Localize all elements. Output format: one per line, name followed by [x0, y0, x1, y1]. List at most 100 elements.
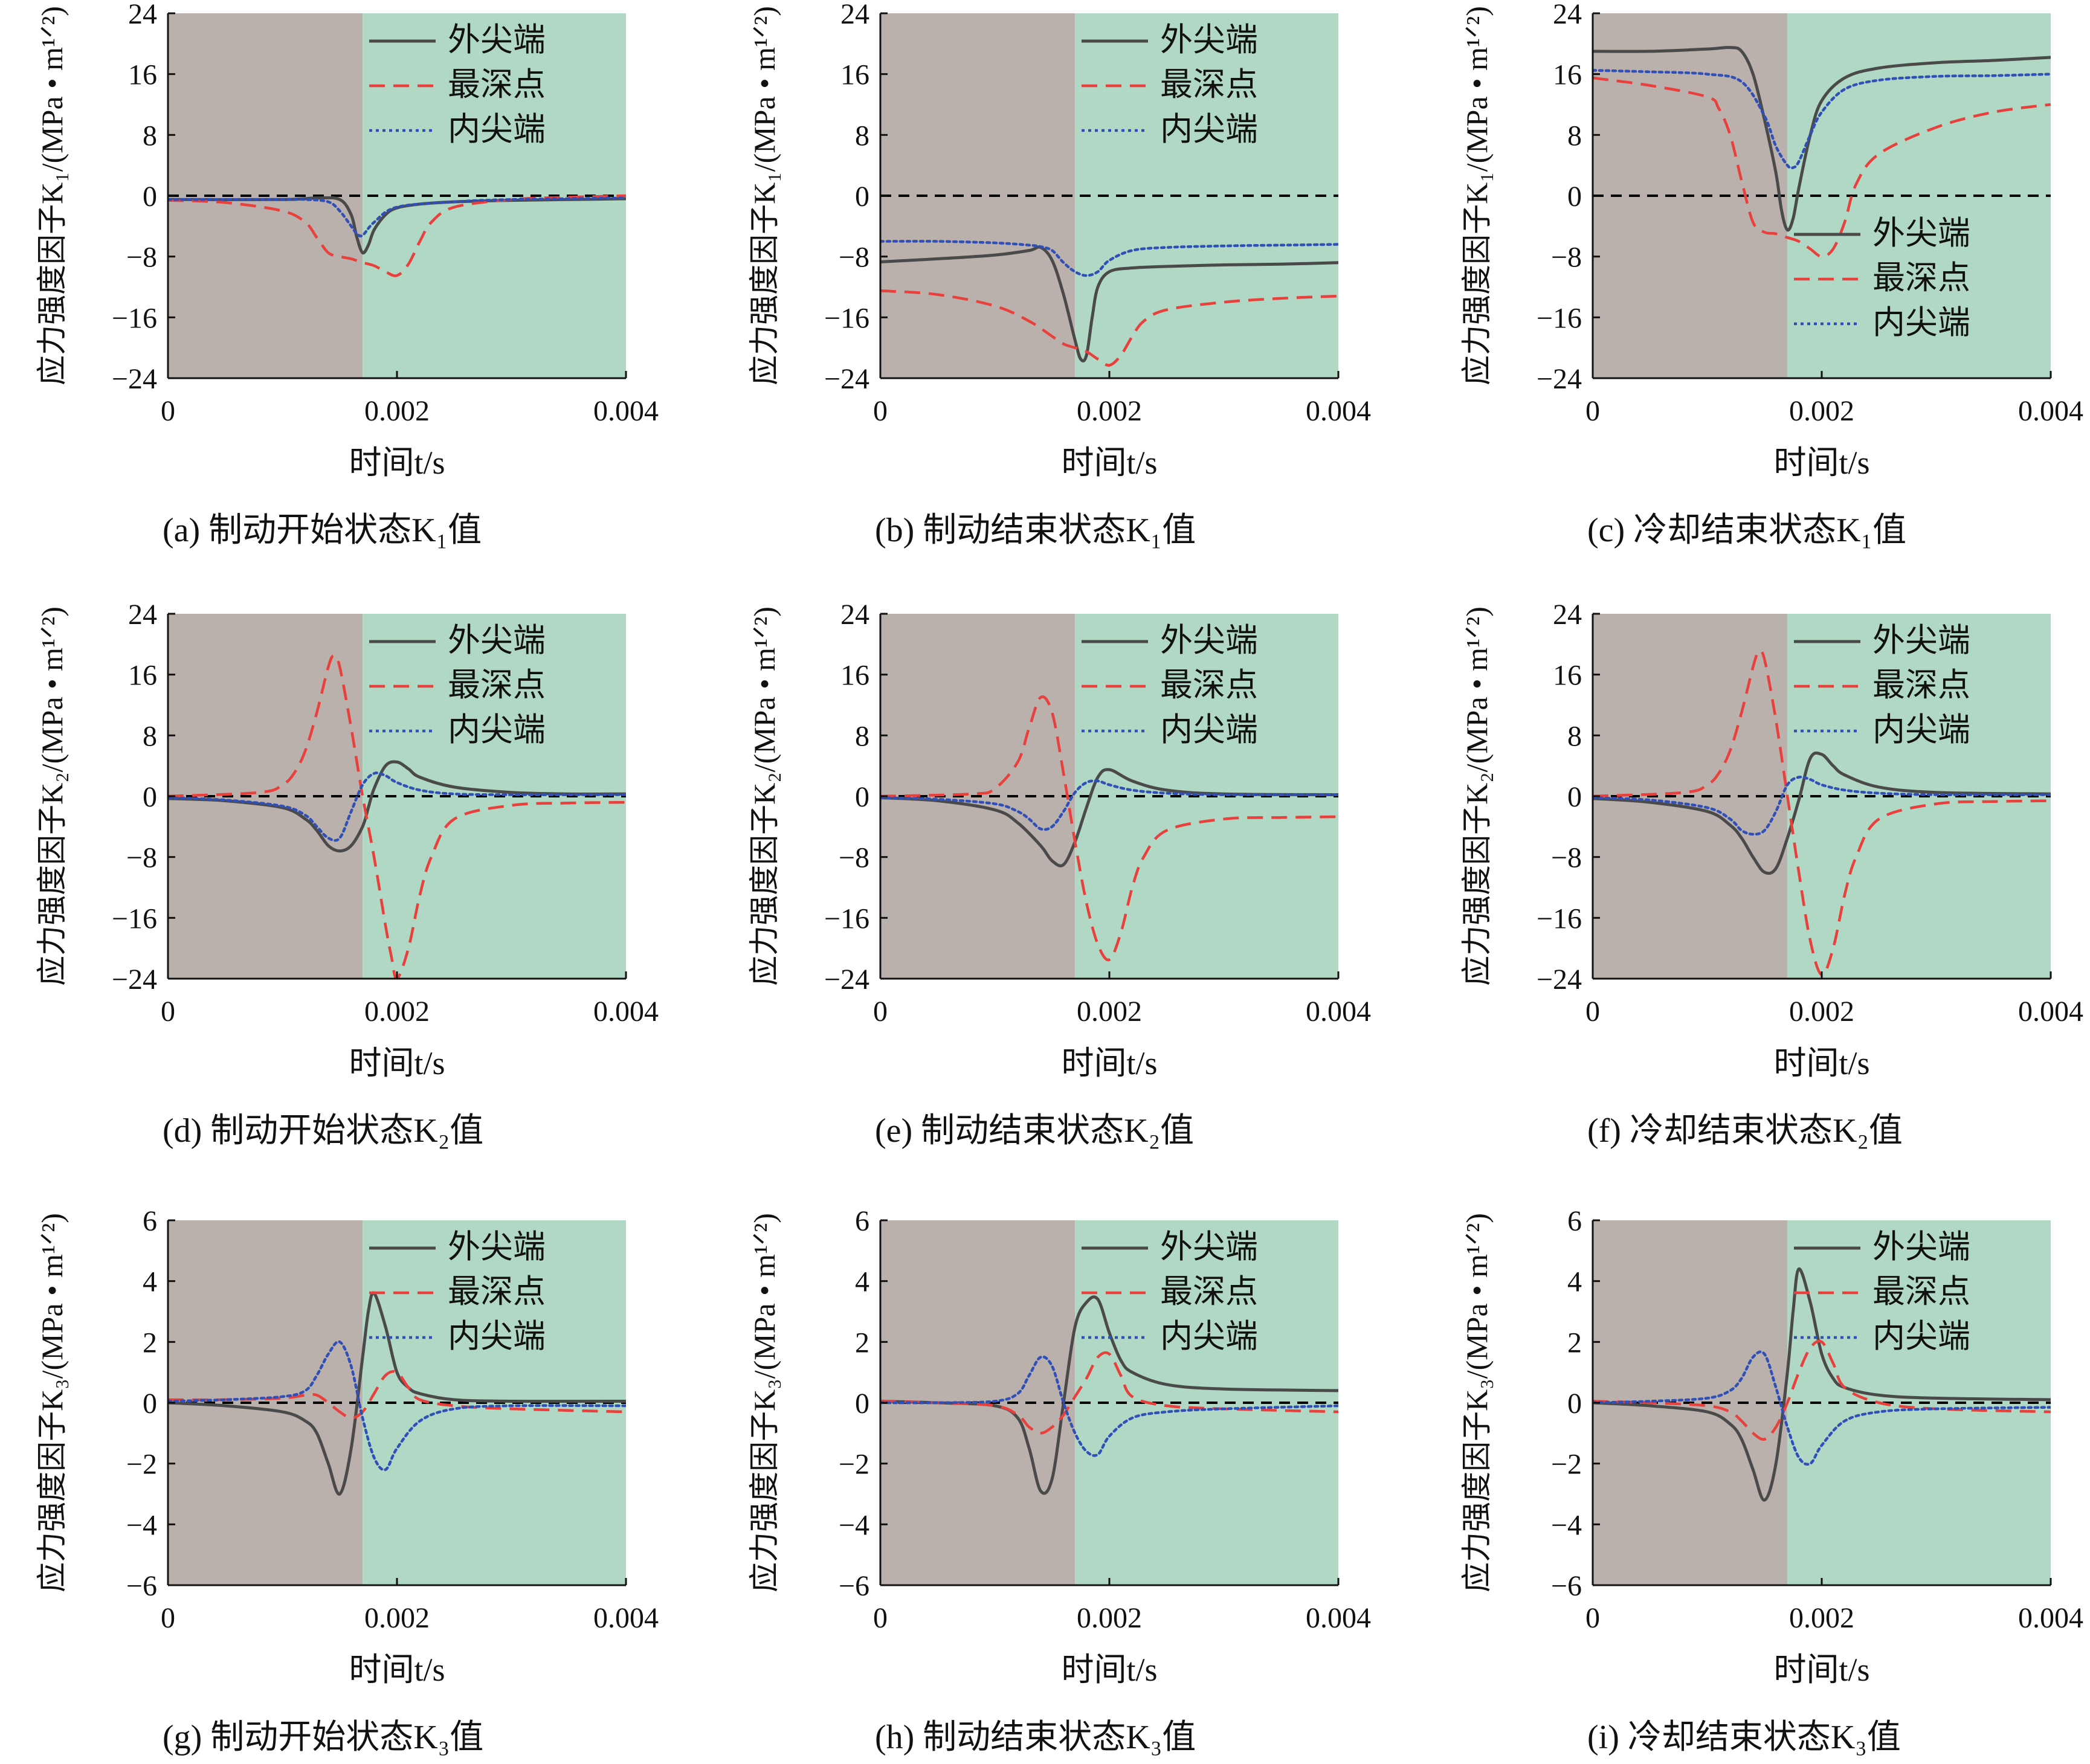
x-axis-label: 时间t/s: [349, 445, 445, 481]
subfigure-caption: (b) 制动结束状态K₁值: [875, 512, 1196, 549]
x-tick-label: 0.002: [1077, 395, 1142, 427]
legend-label: 最深点: [448, 66, 546, 103]
y-tick-label: −24: [112, 363, 157, 395]
y-tick-label: 2: [855, 1327, 869, 1359]
legend-label: 外尖端: [448, 622, 546, 658]
x-tick-label: 0.004: [593, 395, 659, 427]
x-tick-label: 0.002: [1077, 1602, 1142, 1634]
series-line-0: [168, 1291, 626, 1496]
y-tick-label: −4: [126, 1509, 157, 1541]
series-line-2: [1593, 1350, 2051, 1466]
x-tick-label: 0.002: [1789, 1602, 1854, 1634]
x-axis-label: 时间t/s: [1061, 1652, 1157, 1688]
chart-d: −24 −16 −8 0 8 16 24 0 0.002 0.004 时间t/s 应力强度因子K₂/(…: [35, 599, 659, 1150]
subfigure-caption: (h) 制动结束状态K₃值: [875, 1719, 1196, 1756]
x-tick-label: 0.004: [1306, 1602, 1371, 1634]
y-tick-label: −4: [1551, 1509, 1582, 1541]
x-tick-label: 0.004: [1306, 395, 1371, 427]
chart-b: −24 −16 −8 0 8 16 24 0 0.002 0.004 时间t/s 应力强度因子K₁/(…: [747, 0, 1371, 549]
series-line-1: [1593, 1339, 2051, 1441]
y-tick-label: 2: [1567, 1327, 1582, 1359]
chart-c: −24 −16 −8 0 8 16 24 0 0.002 0.004 时间t/s 应力强度因子K₁/(…: [1460, 0, 2083, 549]
series-line-2: [1593, 69, 2051, 170]
y-tick-label: 4: [855, 1266, 869, 1298]
y-axis-label: 应力强度因子K₁/(MPa • m¹ᐟ²): [1460, 6, 1494, 385]
subfigure-caption: (f) 冷却结束状态K₂值: [1587, 1112, 1903, 1150]
y-tick-label: 0: [855, 781, 869, 813]
y-axis-label: 应力强度因子K₁/(MPa • m¹ᐟ²): [747, 6, 781, 385]
y-tick-label: 24: [1553, 599, 1582, 631]
x-tick-label: 0.004: [593, 1602, 659, 1634]
x-tick-label: 0.002: [1789, 996, 1854, 1028]
y-tick-label: 24: [1553, 0, 1582, 30]
legend-label: 内尖端: [1872, 1318, 1970, 1354]
legend-label: 内尖端: [448, 712, 546, 748]
series-line-0: [880, 245, 1338, 362]
y-tick-label: −16: [1537, 302, 1582, 334]
y-tick-label: −8: [126, 242, 157, 274]
legend-label: 最深点: [1872, 1273, 1970, 1310]
series-line-1: [880, 1351, 1338, 1435]
y-tick-label: 16: [840, 660, 869, 692]
y-tick-label: 4: [1567, 1266, 1582, 1298]
y-tick-label: −8: [126, 842, 157, 874]
legend-label: 内尖端: [448, 1318, 546, 1354]
legend-label: 外尖端: [1160, 622, 1258, 658]
series-line-0: [1593, 45, 2051, 232]
legend-label: 外尖端: [448, 1229, 546, 1265]
y-tick-label: 16: [128, 660, 157, 692]
y-tick-label: −24: [824, 363, 869, 395]
y-axis-label: 应力强度因子K₃/(MPa • m¹ᐟ²): [35, 1213, 69, 1592]
x-axis-label: 时间t/s: [349, 1045, 445, 1081]
chart-h: −6 −4 −2 0 2 4 6 0 0.002 0.004 时间t/s 应力强度因子K₃/(MPa …: [747, 1205, 1371, 1756]
y-tick-label: −2: [126, 1449, 157, 1481]
series-line-0: [1593, 751, 2051, 875]
y-tick-label: 16: [1553, 59, 1582, 91]
x-tick-label: 0.002: [364, 996, 430, 1028]
y-tick-label: 16: [840, 59, 869, 91]
series-line-0: [1593, 1267, 2051, 1502]
legend-label: 内尖端: [1872, 304, 1970, 341]
y-tick-label: 8: [1567, 720, 1582, 752]
series-line-1: [1593, 76, 2051, 258]
y-tick-label: 8: [1567, 120, 1582, 152]
y-tick-label: 8: [855, 120, 869, 152]
y-tick-label: 6: [143, 1205, 157, 1237]
legend-label: 最深点: [448, 1273, 546, 1310]
x-axis-label: 时间t/s: [1061, 1045, 1157, 1081]
x-tick-label: 0.004: [593, 996, 659, 1028]
y-tick-label: 6: [855, 1205, 869, 1237]
series-line-2: [168, 196, 626, 237]
x-axis-label: 时间t/s: [1773, 1045, 1869, 1081]
y-tick-label: −16: [112, 903, 157, 935]
x-tick-label: 0.002: [364, 1602, 430, 1634]
subfigure-caption: (a) 制动开始状态K₁值: [163, 512, 482, 549]
chart-e: −24 −16 −8 0 8 16 24 0 0.002 0.004 时间t/s 应力强度因子K₂/(…: [747, 599, 1371, 1150]
series-line-1: [168, 1370, 626, 1420]
y-tick-label: 24: [840, 0, 869, 30]
legend-label: 最深点: [1160, 66, 1258, 103]
y-axis-label: 应力强度因子K₂/(MPa • m¹ᐟ²): [1460, 607, 1494, 986]
subfigure-caption: (c) 冷却结束状态K₁值: [1587, 512, 1906, 549]
series-line-1: [1593, 649, 2051, 976]
y-tick-label: −24: [1537, 363, 1582, 395]
y-axis-label: 应力强度因子K₃/(MPa • m¹ᐟ²): [1460, 1213, 1494, 1592]
series-line-1: [880, 289, 1338, 367]
legend-label: 外尖端: [1160, 1229, 1258, 1265]
legend-label: 外尖端: [1872, 1229, 1970, 1265]
legend-label: 内尖端: [1160, 712, 1258, 748]
y-tick-label: −16: [824, 302, 869, 334]
x-tick-label: 0: [161, 395, 175, 427]
x-tick-label: 0: [873, 395, 888, 427]
y-tick-label: −6: [126, 1570, 157, 1602]
y-tick-label: −6: [839, 1570, 869, 1602]
legend-label: 内尖端: [1160, 111, 1258, 147]
subfigure-caption: (e) 制动结束状态K₂值: [875, 1112, 1194, 1150]
y-tick-label: 8: [143, 120, 157, 152]
y-tick-label: 24: [128, 599, 157, 631]
x-tick-label: 0.004: [2018, 996, 2083, 1028]
y-tick-label: 16: [128, 59, 157, 91]
x-tick-label: 0.004: [2018, 1602, 2083, 1634]
chart-f: −24 −16 −8 0 8 16 24 0 0.002 0.004 时间t/s 应力强度因子K₂/(…: [1460, 599, 2083, 1150]
